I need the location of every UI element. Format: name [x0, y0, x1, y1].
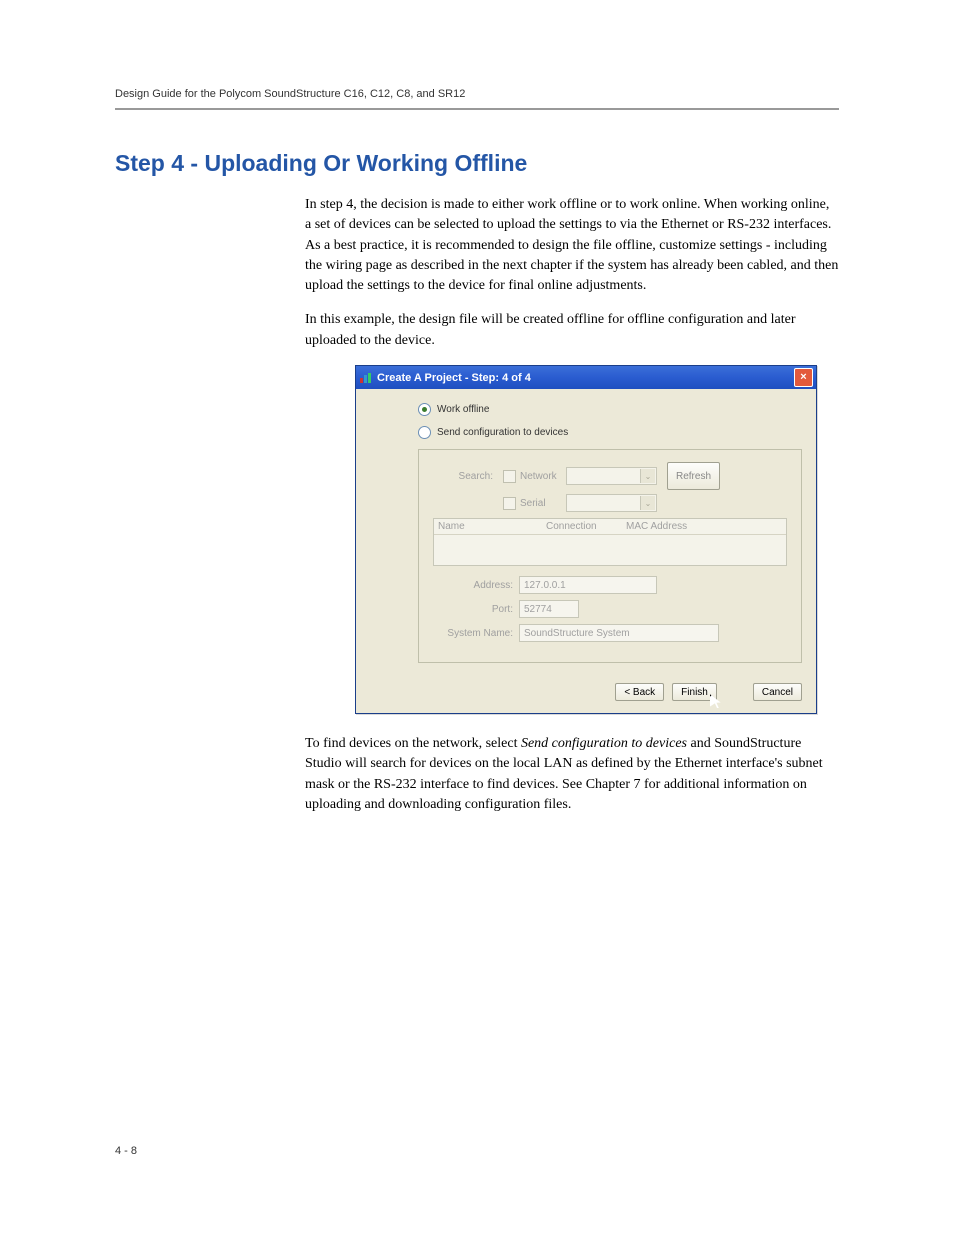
cancel-button[interactable]: Cancel — [753, 683, 802, 701]
paragraph-1: In step 4, the decision is made to eithe… — [305, 195, 839, 296]
system-name-label: System Name: — [433, 628, 519, 639]
page-number: 4 - 8 — [115, 1145, 839, 1157]
network-checkbox-label: Network — [520, 471, 566, 482]
chevron-down-icon: ⌄ — [640, 469, 655, 483]
serial-checkbox[interactable] — [503, 497, 516, 510]
create-project-dialog: Create A Project - Step: 4 of 4 × Work o… — [355, 365, 817, 714]
paragraph-3: To find devices on the network, select S… — [305, 734, 839, 815]
radio-work-offline-label: Work offline — [437, 404, 489, 415]
close-icon[interactable]: × — [794, 368, 813, 387]
device-list[interactable]: Name Connection MAC Address — [433, 518, 787, 566]
app-icon — [359, 372, 373, 384]
device-fieldset: Search: Network ⌄ Refresh Serial ⌄ — [418, 449, 802, 663]
p3-italic: Send configuration to devices — [521, 736, 687, 751]
system-name-field[interactable]: SoundStructure System — [519, 624, 719, 642]
radio-work-offline[interactable]: Work offline — [418, 403, 802, 416]
dialog-title: Create A Project - Step: 4 of 4 — [377, 372, 794, 384]
network-combo[interactable]: ⌄ — [566, 467, 657, 485]
port-field[interactable]: 52774 — [519, 600, 579, 618]
refresh-button[interactable]: Refresh — [667, 462, 720, 490]
col-connection: Connection — [546, 521, 626, 532]
section-heading: Step 4 - Uploading Or Working Offline — [115, 150, 839, 177]
col-name: Name — [438, 521, 546, 532]
search-label: Search: — [433, 471, 499, 482]
radio-selected-icon — [418, 403, 431, 416]
back-button[interactable]: < Back — [615, 683, 664, 701]
network-checkbox[interactable] — [503, 470, 516, 483]
serial-checkbox-label: Serial — [520, 498, 566, 509]
serial-combo[interactable]: ⌄ — [566, 494, 657, 512]
radio-send-config[interactable]: Send configuration to devices — [418, 426, 802, 439]
page-header: Design Guide for the Polycom SoundStruct… — [115, 88, 839, 110]
radio-send-config-label: Send configuration to devices — [437, 427, 568, 438]
chevron-down-icon: ⌄ — [640, 496, 655, 510]
address-field[interactable]: 127.0.0.1 — [519, 576, 657, 594]
finish-button[interactable]: Finish — [672, 683, 717, 701]
col-mac: MAC Address — [626, 521, 782, 532]
p3-lead: To find devices on the network, select — [305, 736, 521, 751]
address-label: Address: — [433, 580, 519, 591]
dialog-button-row: < Back Finish Cancel — [356, 673, 816, 713]
radio-unselected-icon — [418, 426, 431, 439]
device-list-header: Name Connection MAC Address — [434, 519, 786, 535]
dialog-titlebar[interactable]: Create A Project - Step: 4 of 4 × — [356, 366, 816, 389]
paragraph-2: In this example, the design file will be… — [305, 310, 839, 351]
port-label: Port: — [433, 604, 519, 615]
